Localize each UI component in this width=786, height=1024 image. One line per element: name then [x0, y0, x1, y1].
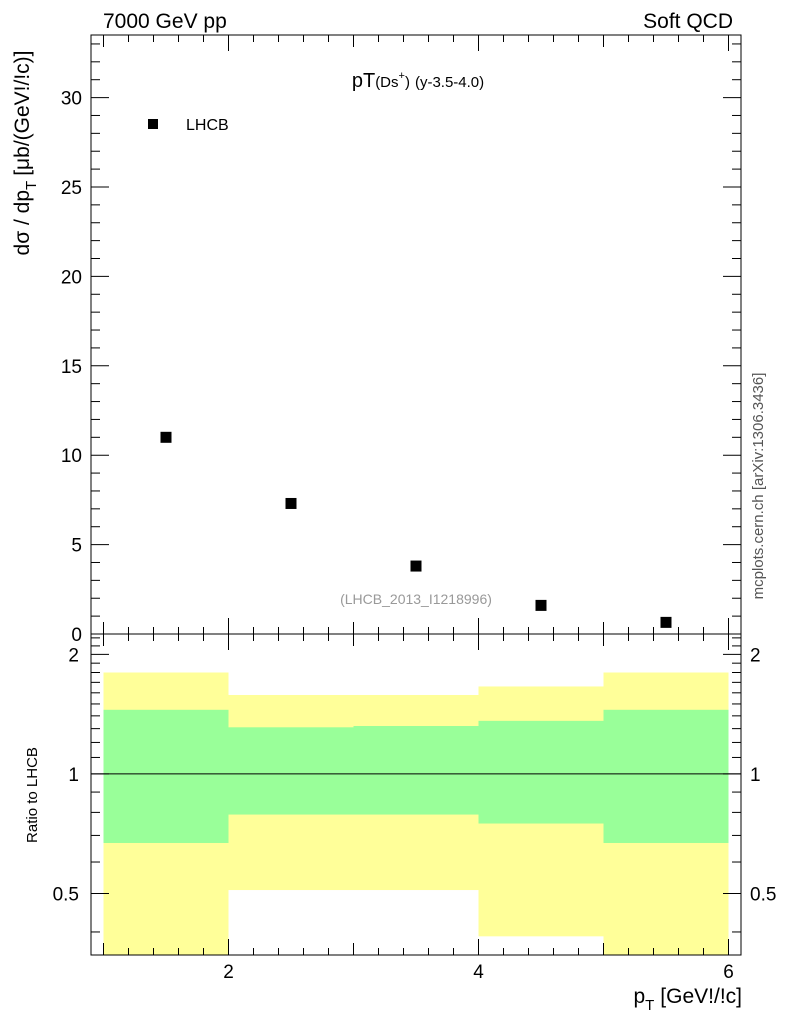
main-y-label: dσ / dpT [μb/(GeV!/!c)]	[11, 51, 40, 256]
data-point	[410, 560, 422, 572]
y-tick-label: 0	[71, 625, 82, 646]
main-title-sup: +	[399, 70, 405, 82]
ratio-frame	[90, 633, 742, 956]
ratio-y-tick-label-right: 1	[750, 765, 761, 786]
ratio-y-tick-label: 0.5	[53, 884, 79, 905]
ratio-band-green	[103, 709, 229, 843]
main-y-label-rest: [μb/(GeV!/!c)]	[11, 51, 34, 176]
y-tick-label: 30	[61, 89, 82, 110]
legend-marker	[148, 119, 158, 129]
annotation: (LHCB_2013_I1218996)	[340, 591, 492, 607]
x-label-main: p	[633, 985, 645, 1008]
header-right: Soft QCD	[643, 10, 733, 33]
x-label-sub: T	[645, 997, 654, 1014]
x-label-rest: [GeV!/!c]	[660, 985, 742, 1008]
main-title-rest: (y-3.5-4.0)	[415, 74, 484, 91]
ratio-y-tick-label: 1	[68, 765, 79, 786]
y-tick-label: 15	[61, 357, 82, 378]
header-left: 7000 GeV pp	[103, 10, 227, 33]
x-axis-label: pT [GeV!/!c]	[633, 985, 742, 1014]
ratio-ticks: 2 4 6 0.5 0.5 1 1 2 2	[53, 634, 776, 983]
ratio-band-green	[228, 727, 354, 815]
x-tick-label: 2	[223, 962, 234, 983]
main-title-main: pT	[352, 70, 375, 92]
data-point	[660, 616, 672, 628]
x-tick-label: 4	[473, 962, 484, 983]
ratio-band-green	[478, 720, 604, 824]
main-y-label-main: dσ / dp	[11, 190, 34, 256]
y-tick-label: 25	[61, 178, 82, 199]
ratio-y-tick-label-right: 0.5	[750, 884, 776, 905]
data-point	[160, 431, 172, 443]
legend-label: LHCB	[186, 117, 229, 134]
main-markers	[160, 431, 672, 628]
main-panel: 0 5 10 15 20 25 30 pT(Ds+) (y-3.5-4.0) LHCB (LH…	[11, 34, 742, 646]
ratio-bands	[103, 672, 729, 955]
ratio-y-label: Ratio to LHCB	[24, 747, 41, 843]
data-point	[285, 497, 297, 509]
y-tick-label: 10	[61, 446, 82, 467]
main-title: pT(Ds+) (y-3.5-4.0)	[352, 70, 484, 92]
ratio-band-green	[603, 709, 729, 843]
data-point	[535, 599, 547, 611]
y-tick-label: 5	[71, 536, 82, 557]
main-title-close: )	[405, 74, 410, 91]
side-label: mcplots.cern.ch [arXiv:1306.3436]	[750, 373, 767, 600]
main-ticks: 0 5 10 15 20 25 30	[61, 35, 741, 646]
ratio-panel: 2 4 6 0.5 0.5 1 1 2 2 Ratio to LHCB pT [GeV!/!c]	[24, 633, 776, 1014]
main-title-sub: (Ds	[375, 74, 398, 91]
ratio-band-green	[353, 725, 479, 815]
y-tick-label: 20	[61, 267, 82, 288]
ratio-y-tick-label-right: 2	[750, 645, 761, 666]
ratio-y-tick-label: 2	[68, 645, 79, 666]
x-tick-label: 6	[723, 962, 734, 983]
main-y-label-sub: T	[23, 181, 40, 190]
